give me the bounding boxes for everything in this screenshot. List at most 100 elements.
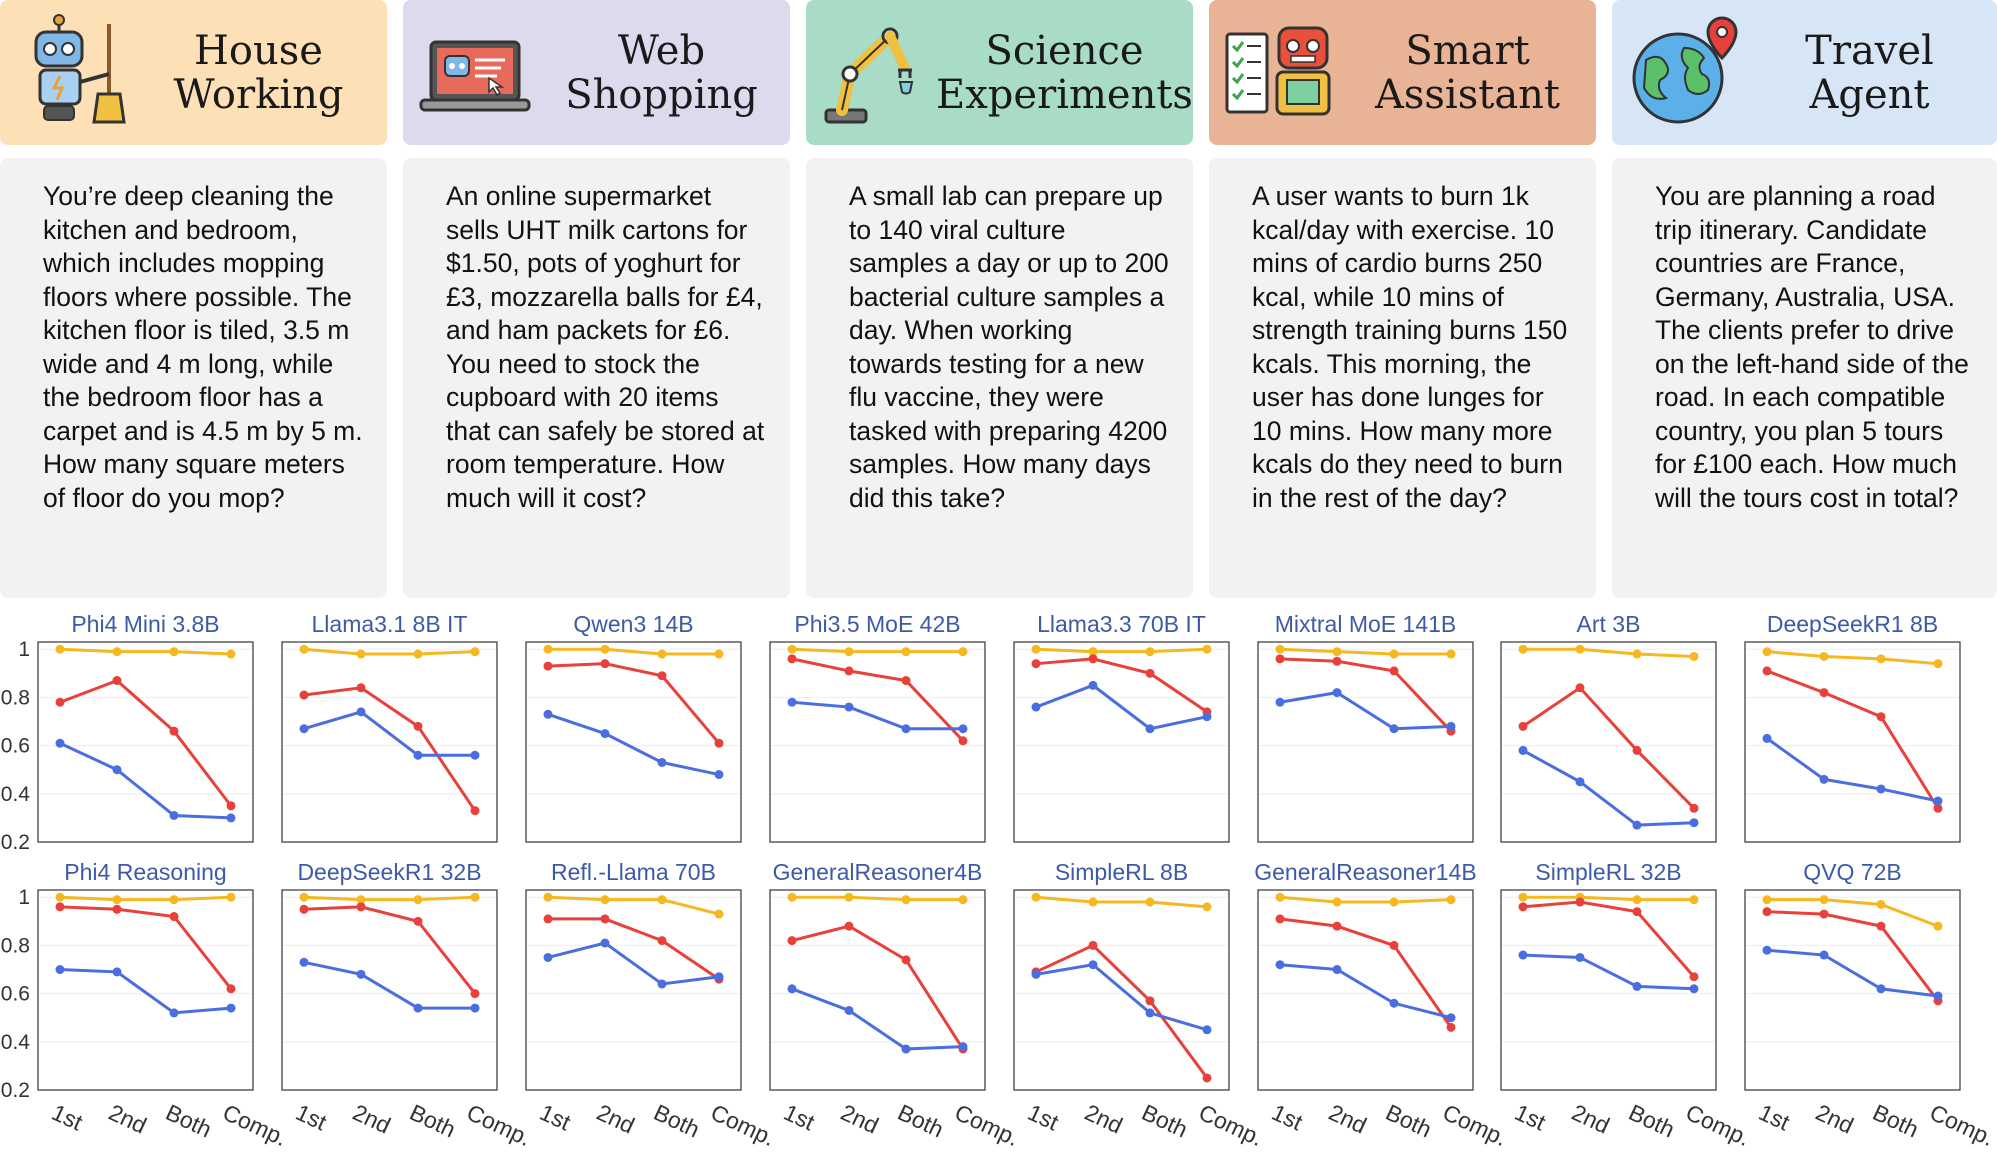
data-point <box>1446 649 1456 659</box>
data-point <box>1933 991 1943 1001</box>
data-point <box>1145 668 1155 678</box>
data-point <box>901 647 911 657</box>
series-line <box>1279 647 1451 656</box>
panel-title: QVQ 72B <box>1803 859 1901 885</box>
x-tick-label: 2nd <box>105 1099 151 1139</box>
data-point <box>55 965 65 975</box>
series-line <box>791 924 965 1050</box>
series-line <box>791 657 965 742</box>
data-point <box>600 659 610 669</box>
data-point <box>844 702 854 712</box>
y-tick-label: 0.6 <box>1 983 30 1006</box>
data-point <box>600 938 610 948</box>
task-description: You are planning a road trip itinerary. … <box>1612 158 1997 598</box>
data-point <box>1632 981 1642 991</box>
data-point <box>1332 921 1342 931</box>
data-point <box>1575 777 1585 787</box>
x-tick-label: Comp. <box>1439 1099 1511 1151</box>
series-line <box>1766 669 1940 810</box>
x-tick-label: 1st <box>1024 1099 1063 1136</box>
data-point <box>1876 654 1886 664</box>
x-tick-label: 2nd <box>593 1099 639 1139</box>
data-point <box>714 649 724 659</box>
data-point <box>226 892 236 902</box>
series-line <box>303 686 477 812</box>
y-tick-label: 0.8 <box>1 686 30 709</box>
data-point <box>543 644 553 654</box>
data-point <box>1031 969 1041 979</box>
data-point <box>543 661 553 671</box>
chart-panel: SimpleRL 32B 1st 2nd Both Comp. <box>1500 859 1754 1151</box>
data-point <box>1332 897 1342 907</box>
series-line <box>1522 900 1696 978</box>
x-tick-label: 1st <box>1511 1099 1550 1136</box>
series-line <box>1766 910 1940 1002</box>
panel-frame <box>525 889 742 1091</box>
chart-panel: DeepSeekR1 8B <box>1744 611 1961 843</box>
data-point <box>356 969 366 979</box>
chart-panel: Refl.-Llama 70B 1st 2nd Both Comp. <box>525 859 779 1151</box>
data-point <box>1031 702 1041 712</box>
data-point <box>1933 796 1943 806</box>
chart-grid: Phi4 Mini 3.8B 1 0.8 0.6 0.4 0.2 Llama3.1 8B I… <box>1 611 1997 1151</box>
x-tick-label: 1st <box>780 1099 819 1136</box>
data-point <box>1876 921 1886 931</box>
data-point <box>299 892 309 902</box>
series-line <box>303 905 477 995</box>
series-line <box>303 960 475 1010</box>
data-point <box>55 892 65 902</box>
data-point <box>1389 897 1399 907</box>
data-point <box>112 904 122 914</box>
task-description: A small lab can prepare up to 140 viral … <box>806 158 1193 598</box>
x-tick-label: 2nd <box>1325 1099 1371 1139</box>
data-point <box>958 647 968 657</box>
panel-frame <box>1744 641 1961 843</box>
data-point <box>1088 654 1098 664</box>
series-line <box>1766 737 1939 803</box>
chart-panel: Llama3.3 70B IT <box>1013 611 1230 843</box>
robot-with-broom-icon <box>34 14 126 124</box>
panel-frame <box>37 889 254 1091</box>
task-description: An online supermarket sells UHT milk car… <box>403 158 790 598</box>
chart-panel: Phi4 Reasoning 1 0.8 0.6 0.4 0.2 1st 2nd Both Com… <box>1 859 291 1151</box>
y-tick-label: 1 <box>18 886 30 909</box>
x-tick-label: Comp. <box>1926 1099 1997 1151</box>
x-tick-label: Both <box>1625 1099 1679 1143</box>
x-tick-label: 2nd <box>837 1099 883 1139</box>
panel-frame <box>525 641 742 843</box>
series-line <box>1766 948 1939 998</box>
data-point <box>1446 895 1456 905</box>
data-point <box>1575 952 1585 962</box>
data-point <box>714 909 724 919</box>
data-point <box>226 1003 236 1013</box>
panel-title: Phi3.5 MoE 42B <box>794 611 960 637</box>
panel-title: GeneralReasoner4B <box>773 859 983 885</box>
x-tick-label: 2nd <box>1081 1099 1127 1139</box>
task-header: Travel Agent <box>1612 0 1997 145</box>
data-point <box>1145 724 1155 734</box>
data-point <box>1145 996 1155 1006</box>
data-point <box>1088 940 1098 950</box>
data-point <box>1446 1013 1456 1023</box>
x-tick-label: 1st <box>1755 1099 1794 1136</box>
data-point <box>657 936 667 946</box>
x-tick-label: Both <box>894 1099 948 1143</box>
panel-frame <box>769 889 986 1091</box>
x-tick-label: Both <box>162 1099 216 1143</box>
data-point <box>169 810 179 820</box>
x-tick-label: Both <box>1869 1099 1923 1143</box>
x-tick-label: Comp. <box>707 1099 779 1151</box>
data-point <box>470 647 480 657</box>
data-point <box>1575 683 1585 693</box>
data-point <box>1819 688 1829 698</box>
data-point <box>1819 895 1829 905</box>
data-point <box>1689 984 1699 994</box>
data-point <box>714 738 724 748</box>
data-point <box>112 967 122 977</box>
data-point <box>1632 745 1642 755</box>
data-point <box>1518 950 1528 960</box>
data-point <box>657 895 667 905</box>
data-point <box>1819 909 1829 919</box>
data-point <box>787 697 797 707</box>
data-point <box>169 912 179 922</box>
